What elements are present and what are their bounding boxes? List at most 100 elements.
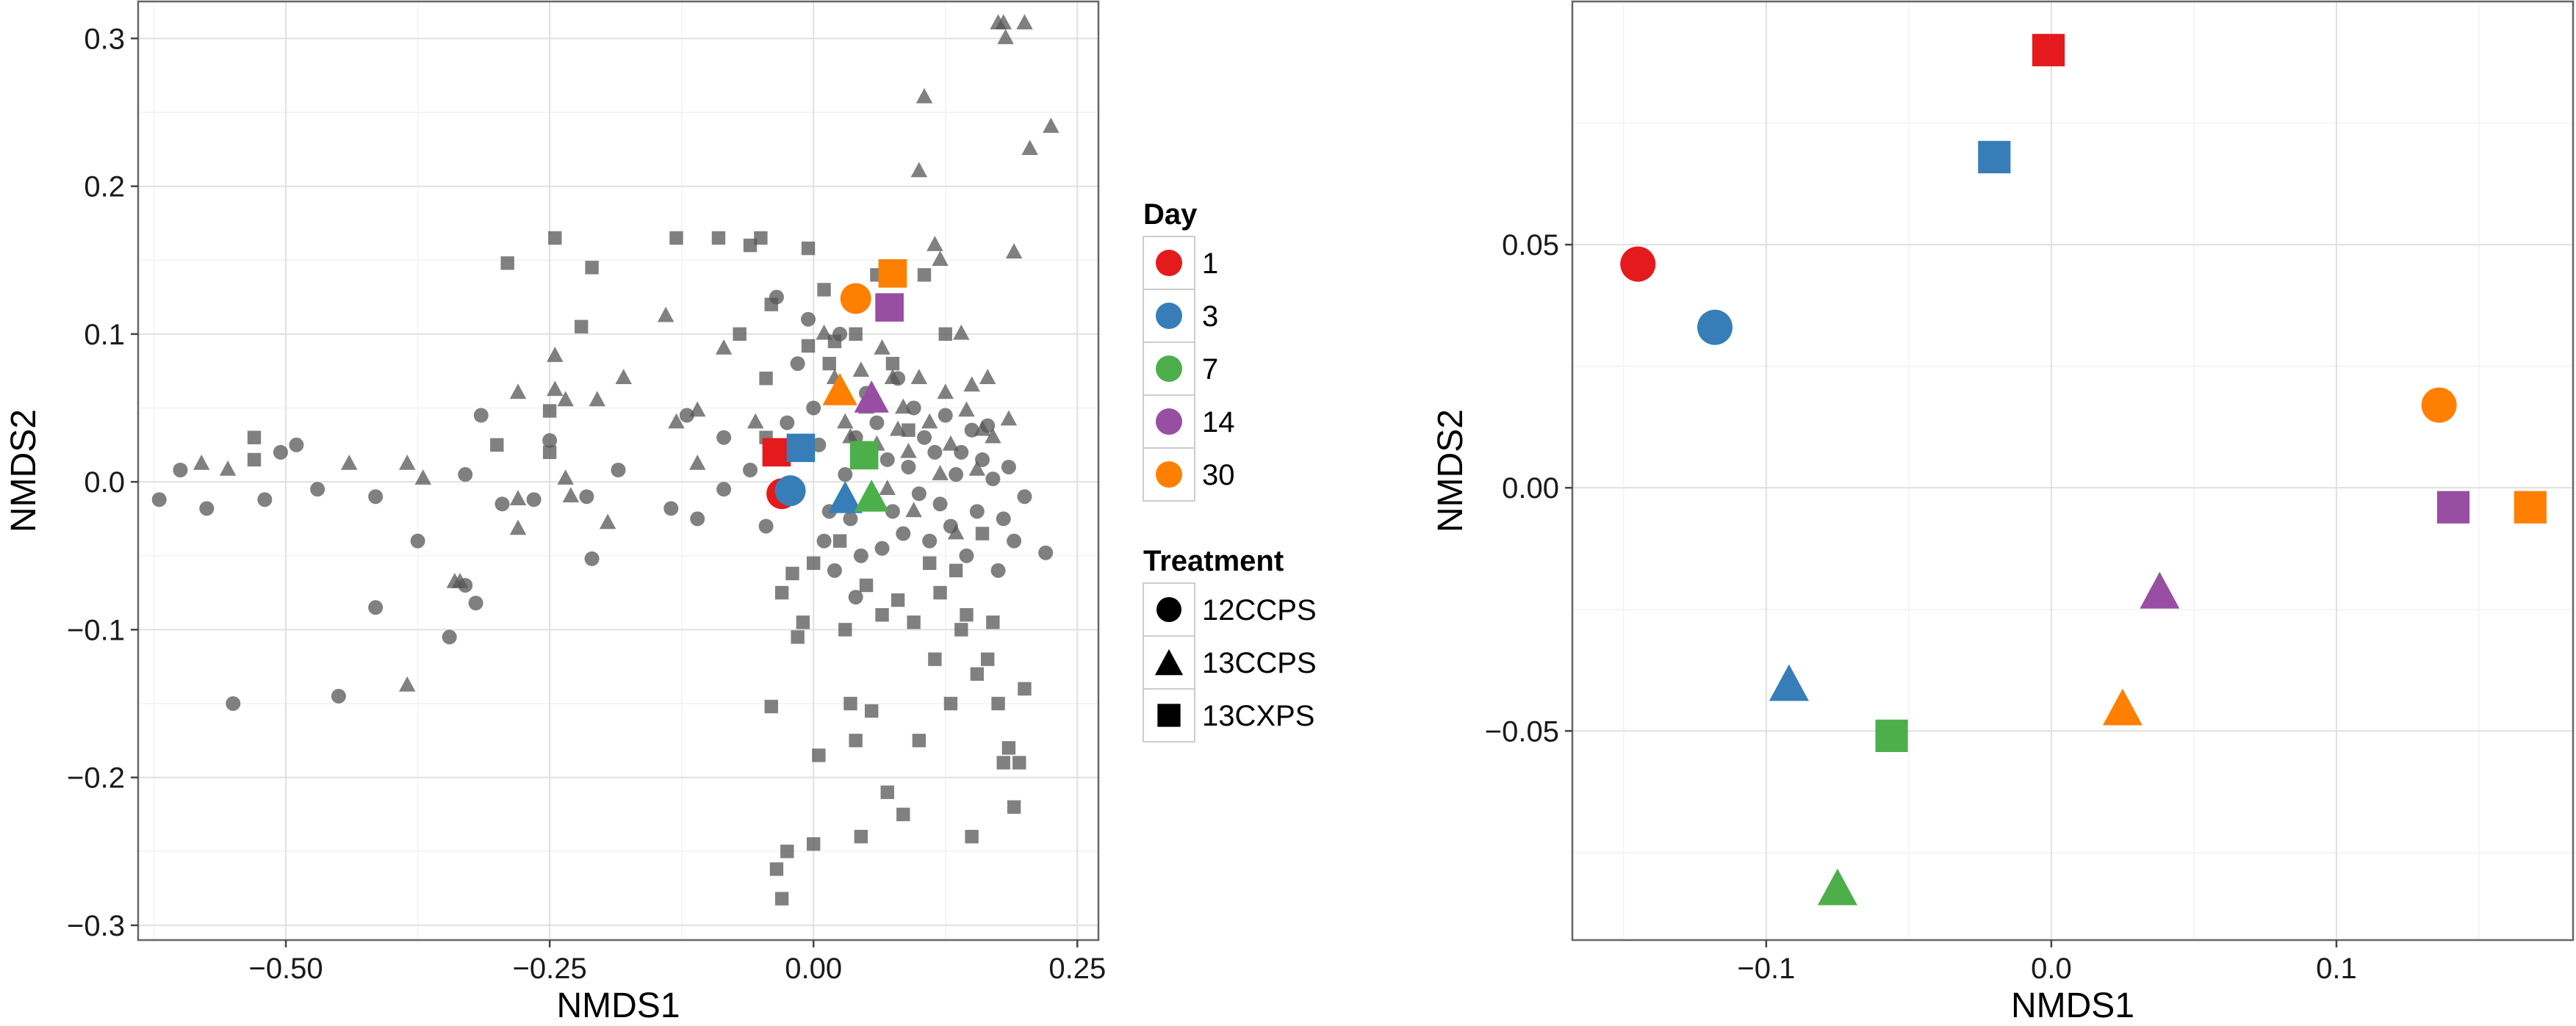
day-3-triangle-point	[827, 480, 863, 513]
background-point-circle	[743, 462, 758, 477]
background-point-circle	[579, 489, 594, 505]
day-3-circle-point	[774, 475, 806, 507]
background-point-triangle	[837, 413, 854, 429]
background-point-circle	[410, 533, 425, 549]
background-point-square	[548, 231, 562, 245]
day-14-triangle-point	[854, 380, 889, 413]
day-7-triangle-point	[1817, 868, 1857, 906]
background-point-circle	[173, 462, 188, 477]
background-point-triangle	[963, 376, 980, 392]
background-point-circle	[368, 489, 384, 505]
background-point-circle	[996, 511, 1011, 527]
background-point-triangle	[910, 162, 928, 178]
background-point-triangle	[509, 383, 527, 400]
background-point-circle	[949, 467, 964, 483]
background-point-circle	[790, 356, 805, 372]
background-point-square	[780, 845, 794, 859]
background-point-circle	[969, 504, 985, 519]
legend-day-7-key	[1156, 355, 1182, 382]
background-point-triangle	[927, 236, 943, 251]
background-point-circle	[1007, 533, 1022, 549]
background-point-triangle	[915, 87, 933, 104]
background-point-square	[980, 652, 995, 666]
background-point-square	[1007, 800, 1021, 814]
background-point-square	[796, 615, 810, 629]
background-point-square	[843, 696, 857, 711]
background-point-circle	[959, 548, 974, 563]
background-point-square	[949, 563, 963, 578]
background-point-triangle	[942, 435, 960, 451]
background-point-triangle	[398, 676, 416, 692]
background-point-triangle	[974, 420, 991, 436]
y-tick-label: 0.2	[84, 171, 125, 203]
background-point-triangle	[1043, 118, 1059, 133]
background-point-triangle	[509, 490, 527, 506]
background-point-triangle	[615, 369, 632, 385]
background-point-triangle	[997, 29, 1014, 45]
background-point-triangle	[968, 460, 986, 476]
background-point-square	[865, 704, 879, 718]
x-tick-label: −0.50	[248, 953, 323, 985]
background-point-triangle	[715, 339, 733, 355]
background-point-square	[912, 734, 927, 748]
y-tick-label: −0.1	[67, 614, 125, 646]
legend-treatment-13CCPS-key	[1154, 649, 1184, 676]
legend-treatment-title: Treatment	[1143, 545, 1284, 577]
background-point-circle	[679, 408, 694, 423]
background-point-circle	[911, 486, 927, 502]
background-point-circle	[199, 501, 215, 516]
background-point-triangle	[958, 401, 975, 417]
background-point-square	[247, 430, 262, 444]
panel-2: −0.1 0.0 0.1 −0.05 0.00 0.05 NMDS1 NMDS2	[1431, 0, 2575, 1025]
x-axis-title: NMDS1	[556, 986, 680, 1025]
background-point-square	[880, 785, 894, 799]
background-point-square	[754, 231, 768, 245]
background-point-triangle	[1021, 140, 1038, 156]
background-point-square	[575, 319, 589, 333]
background-point-square	[764, 699, 778, 714]
background-point-circle	[494, 496, 510, 512]
background-point-square	[965, 829, 979, 844]
background-point-circle	[310, 482, 325, 497]
background-point-circle	[257, 492, 273, 507]
day-30-triangle-point	[2102, 688, 2143, 726]
background-point-square	[807, 837, 821, 851]
background-point-triangle	[842, 427, 859, 444]
background-point-circle	[331, 688, 346, 704]
background-point-square	[743, 238, 758, 253]
legend-day-label: 30	[1202, 459, 1235, 491]
day-3-triangle-point	[1769, 664, 1809, 701]
background-point-square	[885, 356, 900, 371]
background-point-square	[922, 556, 937, 570]
background-point-circle	[874, 541, 890, 556]
background-point-square	[938, 327, 952, 342]
background-point-circle	[896, 526, 911, 541]
background-point-circle	[289, 437, 304, 452]
y-tick-label: 0.1	[84, 319, 125, 351]
background-point-triangle	[895, 398, 912, 414]
background-point-circle	[985, 472, 1001, 487]
legend-day-label: 1	[1202, 248, 1218, 280]
background-point-square	[902, 423, 915, 437]
panel-1: −0.50 −0.25 0.00 0.25 −0.3 −0.2 −0.1 0.0 0.1 0.2 0…	[4, 0, 1106, 1025]
background-point-square	[801, 241, 816, 256]
background-point-square	[907, 615, 921, 629]
background-point-circle	[827, 563, 842, 578]
background-point-square	[733, 327, 746, 342]
legend-treatment-13CXPS-key	[1157, 704, 1181, 727]
y-tick-label: 0.05	[1502, 229, 1559, 261]
background-point-square	[774, 892, 789, 906]
background-point-square	[1012, 756, 1026, 770]
background-point-circle	[542, 433, 558, 448]
day-1-square-point	[762, 438, 791, 467]
background-point-square	[490, 438, 504, 452]
background-point-square	[817, 283, 831, 297]
background-point-triangle	[947, 524, 965, 540]
background-point-square	[859, 578, 874, 593]
x-tick-label: 0.25	[1048, 953, 1106, 985]
plot-area	[1572, 1, 2573, 940]
background-point-triangle	[905, 502, 922, 518]
y-tick-label: −0.3	[67, 910, 125, 942]
day-7-triangle-point	[854, 479, 889, 512]
